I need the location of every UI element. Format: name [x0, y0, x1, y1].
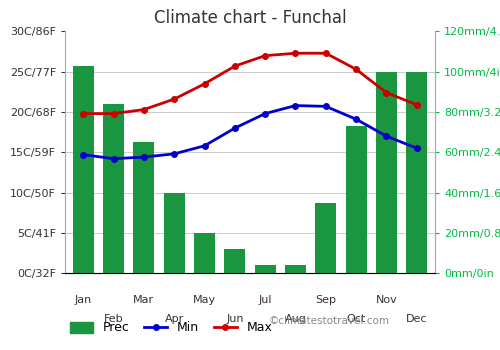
Text: Nov: Nov	[376, 295, 398, 305]
Title: Climate chart - Funchal: Climate chart - Funchal	[154, 9, 346, 27]
Text: ©climatestotravel.com: ©climatestotravel.com	[268, 316, 390, 327]
Bar	[194, 233, 215, 273]
Text: Jan: Jan	[74, 295, 92, 305]
Bar	[315, 203, 336, 273]
Bar	[406, 72, 427, 273]
Bar	[72, 66, 94, 273]
Text: Aug: Aug	[284, 314, 306, 324]
Text: Oct: Oct	[346, 314, 366, 324]
Bar	[224, 249, 246, 273]
Text: Mar: Mar	[134, 295, 154, 305]
Text: May: May	[193, 295, 216, 305]
Bar	[133, 142, 154, 273]
Bar	[285, 265, 306, 273]
Text: Jun: Jun	[226, 314, 244, 324]
Text: Feb: Feb	[104, 314, 124, 324]
Bar	[103, 104, 124, 273]
Text: Apr: Apr	[164, 314, 184, 324]
Bar	[164, 193, 185, 273]
Text: Sep: Sep	[316, 295, 336, 305]
Text: Jul: Jul	[258, 295, 272, 305]
Bar	[376, 72, 397, 273]
Bar	[254, 265, 276, 273]
Text: Dec: Dec	[406, 314, 427, 324]
Bar	[346, 126, 367, 273]
Legend: Prec, Min, Max: Prec, Min, Max	[65, 316, 278, 340]
